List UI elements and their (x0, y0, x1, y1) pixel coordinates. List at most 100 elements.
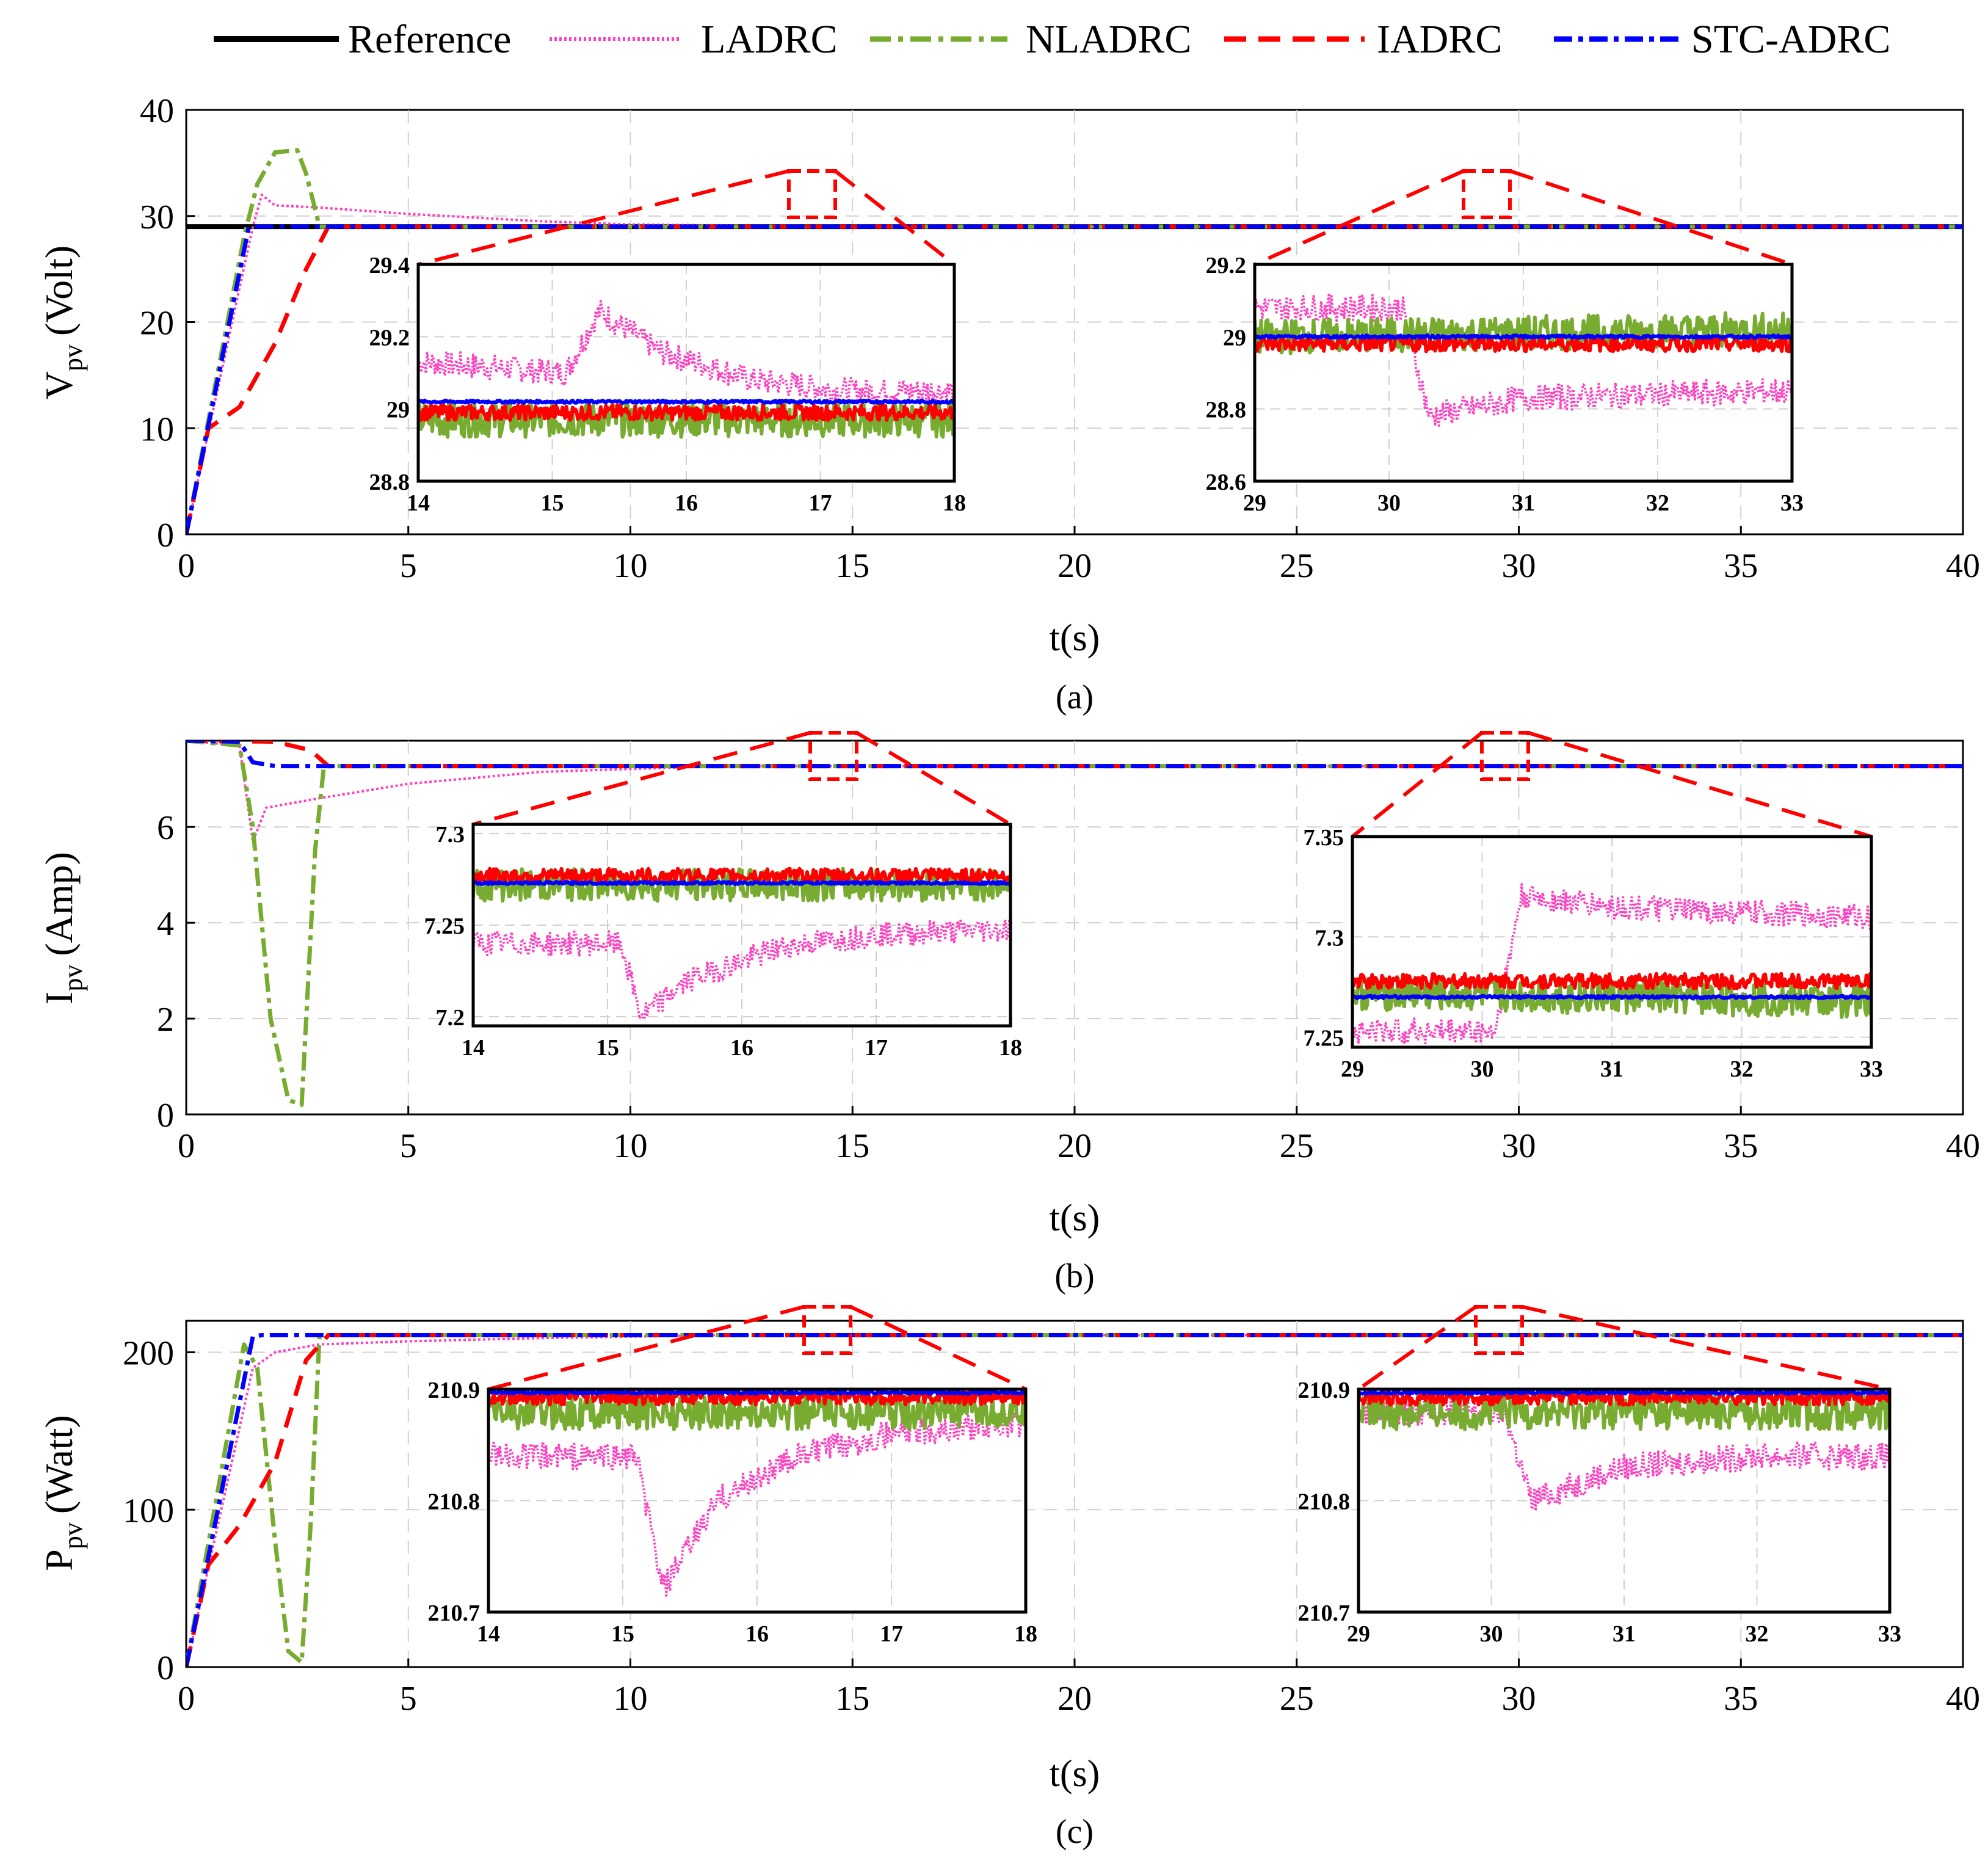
panel-c-inset-1-ytick-label: 210.7 (428, 1600, 481, 1626)
panel-a-xtick-label: 0 (178, 547, 195, 585)
panel-a-xlabel: t(s) (1050, 617, 1100, 659)
svg-text:Ppv(Watt): Ppv(Watt) (37, 1415, 88, 1571)
legend-label-stc-adrc: STC-ADRC (1691, 17, 1890, 62)
panel-b-inset-1-ytick-label: 7.2 (436, 1005, 465, 1031)
panel-b-xtick-label: 15 (835, 1127, 869, 1165)
panel-b-inset-1-series-stc-adrc (473, 880, 1010, 886)
panel-a-inset-2-xtick-label: 32 (1646, 490, 1669, 516)
panel-b-inset-2-xtick-label: 30 (1471, 1056, 1494, 1082)
panel-c-inset-2-ytick-label: 210.7 (1298, 1600, 1351, 1626)
panel-a-xtick-label: 30 (1502, 547, 1536, 585)
panel-b-lines (186, 741, 1963, 1107)
svg-text:Vpv(Volt): Vpv(Volt) (37, 245, 88, 399)
panel-c-xtick-label: 25 (1280, 1680, 1314, 1718)
panel-b-ticks: 0 5 10 15 20 25 30 35 40 0 2 4 6 (157, 809, 1980, 1165)
panel-b-ytick-label: 0 (157, 1097, 174, 1135)
panel-a-inset-1-zoom-connector-right (834, 169, 956, 266)
panel-b-inset-1-xtick-label: 18 (999, 1035, 1022, 1061)
panel-a-inset-2-series-stc-adrc (1255, 333, 1792, 340)
panel-b-inset-2-ytick-label: 7.35 (1304, 825, 1344, 851)
panel-a-inset-1-xtick-label: 14 (407, 490, 430, 516)
panel-a-xtick-label: 10 (614, 547, 648, 585)
panel-a-xtick-label: 35 (1724, 547, 1758, 585)
panel-b-inset-1-xtick-label: 17 (865, 1035, 888, 1061)
panel-b-ytick-label: 2 (157, 1001, 174, 1039)
panel-a-ytick-label: 40 (140, 92, 174, 130)
panel-c-inset-1-zoom-box (802, 1305, 852, 1355)
panel-b-zoom-markers (473, 731, 1872, 838)
panel-c-inset-2-xtick-label: 30 (1480, 1621, 1503, 1647)
panel-b-inset-2-ytick-label: 7.3 (1315, 925, 1344, 951)
panel-b-inset-2-series-nladrc (1352, 975, 1871, 1019)
panel-b-inset-2-frame (1351, 835, 1873, 1049)
panel-a-inset-1-frame (416, 263, 956, 483)
panel-a-inset-2-zoom-connector-left (1253, 169, 1465, 266)
panel-c-inset-1-xtick-label: 15 (611, 1621, 634, 1647)
panel-a-inset-2-ytick-label: 28.6 (1206, 470, 1247, 495)
panel-a-inset-1-zoom-connector-left (418, 169, 789, 266)
panel-c-inset-2-frame (1357, 1387, 1892, 1614)
panel-a-ticks: 0 5 10 15 20 25 30 35 40 0 10 20 30 40 (140, 92, 1980, 585)
panel-a-series-nladrc (186, 148, 1963, 534)
panel-c-series-stc-adrc (186, 1333, 1963, 1667)
panel-a-xtick-label: 15 (835, 547, 869, 585)
panel-b-inset-2-ytick-label: 7.25 (1304, 1026, 1344, 1052)
panel-b-ylabel: Ipv(Amp) (37, 852, 88, 1004)
panel-c-caption: (c) (1056, 1813, 1094, 1851)
panel-a-inset-2-ytick-label: 29.2 (1206, 253, 1247, 278)
panel-b-xtick-label: 0 (178, 1127, 195, 1165)
panel-b-xtick-label: 30 (1502, 1127, 1536, 1165)
panel-b-inset-2: 29 30 31 32 33 7.35 7.3 7.25 (1304, 825, 1884, 1082)
panel-c-xlabel: t(s) (1050, 1753, 1100, 1795)
panel-c-xtick-label: 35 (1724, 1680, 1758, 1718)
panel-c-xtick-label: 0 (178, 1680, 195, 1718)
panel-c-zoom-markers (488, 1305, 1890, 1391)
panel-a-inset-1-xtick-label: 16 (675, 490, 698, 516)
panel-a-inset-1-series-nladrc (418, 401, 954, 439)
legend-label-reference: Reference (348, 17, 511, 62)
panel-b-inset-1-zoom-box (808, 731, 858, 781)
panel-b-inset-2-xtick-label: 31 (1600, 1056, 1623, 1082)
panel-c-inset-2-xtick-label: 33 (1878, 1621, 1901, 1647)
panel-c-xtick-label: 30 (1502, 1680, 1536, 1718)
legend-label-ladrc: LADRC (701, 17, 838, 62)
panel-c-inset-1-frame (487, 1387, 1028, 1614)
panel-b-inset-1-frame (471, 823, 1012, 1028)
panel-b-inset-1-series-ladrc (473, 919, 1010, 1021)
panel-a-inset-1: 14 15 16 17 18 29.4 29.2 29 28.8 (369, 253, 967, 516)
panel-c-ytick-label: 100 (123, 1492, 174, 1530)
panel-b-xtick-label: 25 (1280, 1127, 1314, 1165)
panel-b-inset-1-xtick-label: 15 (596, 1035, 619, 1061)
panel-a-inset-2-xtick-label: 30 (1377, 490, 1401, 516)
panel-c-inset-2-ytick-label: 210.8 (1298, 1489, 1351, 1515)
panel-a-inset-1-series-stc-adrc (418, 398, 954, 405)
panel-c-inset-2-series-ladrc (1359, 1397, 1890, 1512)
panel-c-xtick-label: 10 (614, 1680, 648, 1718)
panel-b-inset-2-series-ladrc (1352, 883, 1871, 1045)
panel-a-ytick-label: 20 (140, 305, 174, 343)
panel-c-ticks: 0 5 10 15 20 25 30 35 40 0 100 200 (123, 1335, 1980, 1718)
panel-a-inset-2-ytick-label: 28.8 (1206, 398, 1247, 423)
panel-c-inset-1: 14 15 16 17 18 210.9 210.8 210.7 (428, 1378, 1038, 1647)
panel-a-zoom-markers (418, 169, 1793, 266)
legend: Reference LADRC NLADRC IADRC STC-ADRC (214, 17, 1890, 62)
panel-c-inset-2: 29 30 31 32 33 210.9 210.8 210.7 (1298, 1378, 1902, 1647)
panel-a-inset-2-xtick-label: 33 (1780, 490, 1804, 516)
legend-label-nladrc: NLADRC (1026, 17, 1191, 62)
panel-a-inset-2-frame (1253, 263, 1794, 483)
panel-c-inset-2-zoom-connector-right (1522, 1305, 1890, 1391)
panel-b-inset-1-ytick-label: 7.3 (436, 822, 465, 848)
panel-b-inset-1-series-iadrc (473, 866, 1010, 885)
panel-a-inset-1-ytick-label: 29.2 (369, 325, 410, 351)
panel-a-ytick-label: 0 (157, 517, 174, 554)
panel-b-inset-2-zoom-connector-left (1351, 731, 1483, 838)
panel-c-inset-2-lines (1359, 1389, 1890, 1512)
panel-a-caption: (a) (1056, 678, 1094, 716)
panel-b-xtick-label: 20 (1057, 1127, 1092, 1165)
panel-b-xtick-label: 5 (400, 1127, 417, 1165)
panel-c-inset-1-ytick-label: 210.8 (428, 1489, 481, 1515)
panel-c-inset-2-xtick-label: 32 (1746, 1621, 1769, 1647)
panel-c-inset-2-xtick-label: 29 (1347, 1621, 1370, 1647)
panel-a-xtick-label: 20 (1057, 547, 1092, 585)
panel-c-xtick-label: 40 (1946, 1680, 1980, 1718)
